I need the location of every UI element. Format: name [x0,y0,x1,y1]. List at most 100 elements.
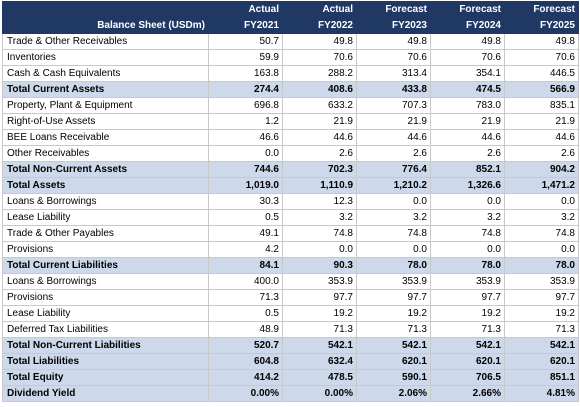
value-cell: 19.2 [504,305,579,322]
value-cell: 19.2 [282,305,357,322]
table-row: Loans & Borrowings 30.3 12.3 0.0 0.0 0.0 [2,193,579,210]
value-cell: 4.2 [208,241,283,258]
value-cell: 542.1 [430,337,505,354]
table-row: Provisions 71.3 97.7 97.7 97.7 97.7 [2,289,579,306]
value-cell: 84.1 [208,257,283,274]
value-cell: 542.1 [504,337,579,354]
row-label: Total Non-Current Liabilities [2,337,209,354]
value-cell: 0.0 [208,145,283,162]
value-cell: 313.4 [356,65,431,82]
table-row: Trade & Other Payables 49.1 74.8 74.8 74.8 74… [2,225,579,242]
row-label: Inventories [2,49,209,66]
row-label: Total Non-Current Assets [2,161,209,178]
value-cell: 50.7 [208,33,283,50]
value-cell: 3.2 [430,209,505,226]
value-cell: 0.5 [208,305,283,322]
column-year-header: FY2021 [208,17,283,34]
value-cell: 71.3 [430,321,505,338]
row-label: Cash & Cash Equivalents [2,65,209,82]
value-cell: 49.8 [282,33,357,50]
value-cell: 835.1 [504,97,579,114]
row-label: Provisions [2,289,209,306]
value-cell: 1,019.0 [208,177,283,194]
total-row: Total Assets 1,019.0 1,110.9 1,210.2 1,326.6… [2,177,579,194]
value-cell: 97.7 [356,289,431,306]
row-label: Property, Plant & Equipment [2,97,209,114]
value-cell: 44.6 [430,129,505,146]
value-cell: 71.3 [282,321,357,338]
row-label: Dividend Yield [2,385,209,402]
value-cell: 632.4 [282,353,357,370]
value-cell: 1,110.9 [282,177,357,194]
value-cell: 2.66% [430,385,505,402]
table-body: Trade & Other Receivables 50.7 49.8 49.8 49.… [2,33,579,402]
total-row: Dividend Yield 0.00% 0.00% 2.06% 2.66% 4.81% [2,385,579,402]
header-blank-cell [2,1,209,18]
total-row: Total Liabilities 604.8 632.4 620.1 620.1 620… [2,353,579,370]
value-cell: 78.0 [356,257,431,274]
row-label: Total Current Liabilities [2,257,209,274]
value-cell: 604.8 [208,353,283,370]
column-type-header: Forecast [356,1,431,18]
row-label: Loans & Borrowings [2,193,209,210]
value-cell: 90.3 [282,257,357,274]
column-type-header: Forecast [430,1,505,18]
table-row: Cash & Cash Equivalents 163.8 288.2 313.4 35… [2,65,579,82]
value-cell: 542.1 [282,337,357,354]
value-cell: 71.3 [356,321,431,338]
value-cell: 163.8 [208,65,283,82]
table-row: Right-of-Use Assets 1.2 21.9 21.9 21.9 21.9 [2,113,579,130]
total-row: Total Current Assets 274.4 408.6 433.8 474.5… [2,81,579,98]
value-cell: 590.1 [356,369,431,386]
value-cell: 706.5 [430,369,505,386]
value-cell: 71.3 [208,289,283,306]
value-cell: 542.1 [356,337,431,354]
value-cell: 59.9 [208,49,283,66]
column-type-header: Actual [282,1,357,18]
column-type-header: Actual [208,1,283,18]
row-label: Total Liabilities [2,353,209,370]
table-row: Trade & Other Receivables 50.7 49.8 49.8 49.… [2,33,579,50]
value-cell: 49.1 [208,225,283,242]
column-year-header: FY2024 [430,17,505,34]
value-cell: 414.2 [208,369,283,386]
value-cell: 353.9 [504,273,579,290]
row-label: Total Assets [2,177,209,194]
value-cell: 30.3 [208,193,283,210]
value-cell: 1,471.2 [504,177,579,194]
value-cell: 0.0 [356,193,431,210]
value-cell: 48.9 [208,321,283,338]
value-cell: 696.8 [208,97,283,114]
value-cell: 0.00% [208,385,283,402]
value-cell: 44.6 [356,129,431,146]
value-cell: 4.81% [504,385,579,402]
value-cell: 288.2 [282,65,357,82]
row-label: Other Receivables [2,145,209,162]
row-label: BEE Loans Receivable [2,129,209,146]
row-label: Trade & Other Payables [2,225,209,242]
table-row: Lease Liability 0.5 19.2 19.2 19.2 19.2 [2,305,579,322]
total-row: Total Non-Current Assets 744.6 702.3 776.4 8… [2,161,579,178]
table-title: Balance Sheet (USDm) [2,17,209,34]
value-cell: 46.6 [208,129,283,146]
value-cell: 74.8 [356,225,431,242]
value-cell: 1,326.6 [430,177,505,194]
value-cell: 71.3 [504,321,579,338]
value-cell: 353.9 [282,273,357,290]
value-cell: 19.2 [356,305,431,322]
value-cell: 904.2 [504,161,579,178]
value-cell: 2.06% [356,385,431,402]
value-cell: 353.9 [356,273,431,290]
value-cell: 0.0 [356,241,431,258]
value-cell: 520.7 [208,337,283,354]
value-cell: 353.9 [430,273,505,290]
value-cell: 446.5 [504,65,579,82]
value-cell: 74.8 [504,225,579,242]
value-cell: 3.2 [504,209,579,226]
total-row: Total Equity 414.2 478.5 590.1 706.5 851.1 [2,369,579,386]
value-cell: 0.0 [504,241,579,258]
value-cell: 1.2 [208,113,283,130]
header-row-year: Balance Sheet (USDm) FY2021 FY2022 FY202… [2,17,579,34]
value-cell: 19.2 [430,305,505,322]
